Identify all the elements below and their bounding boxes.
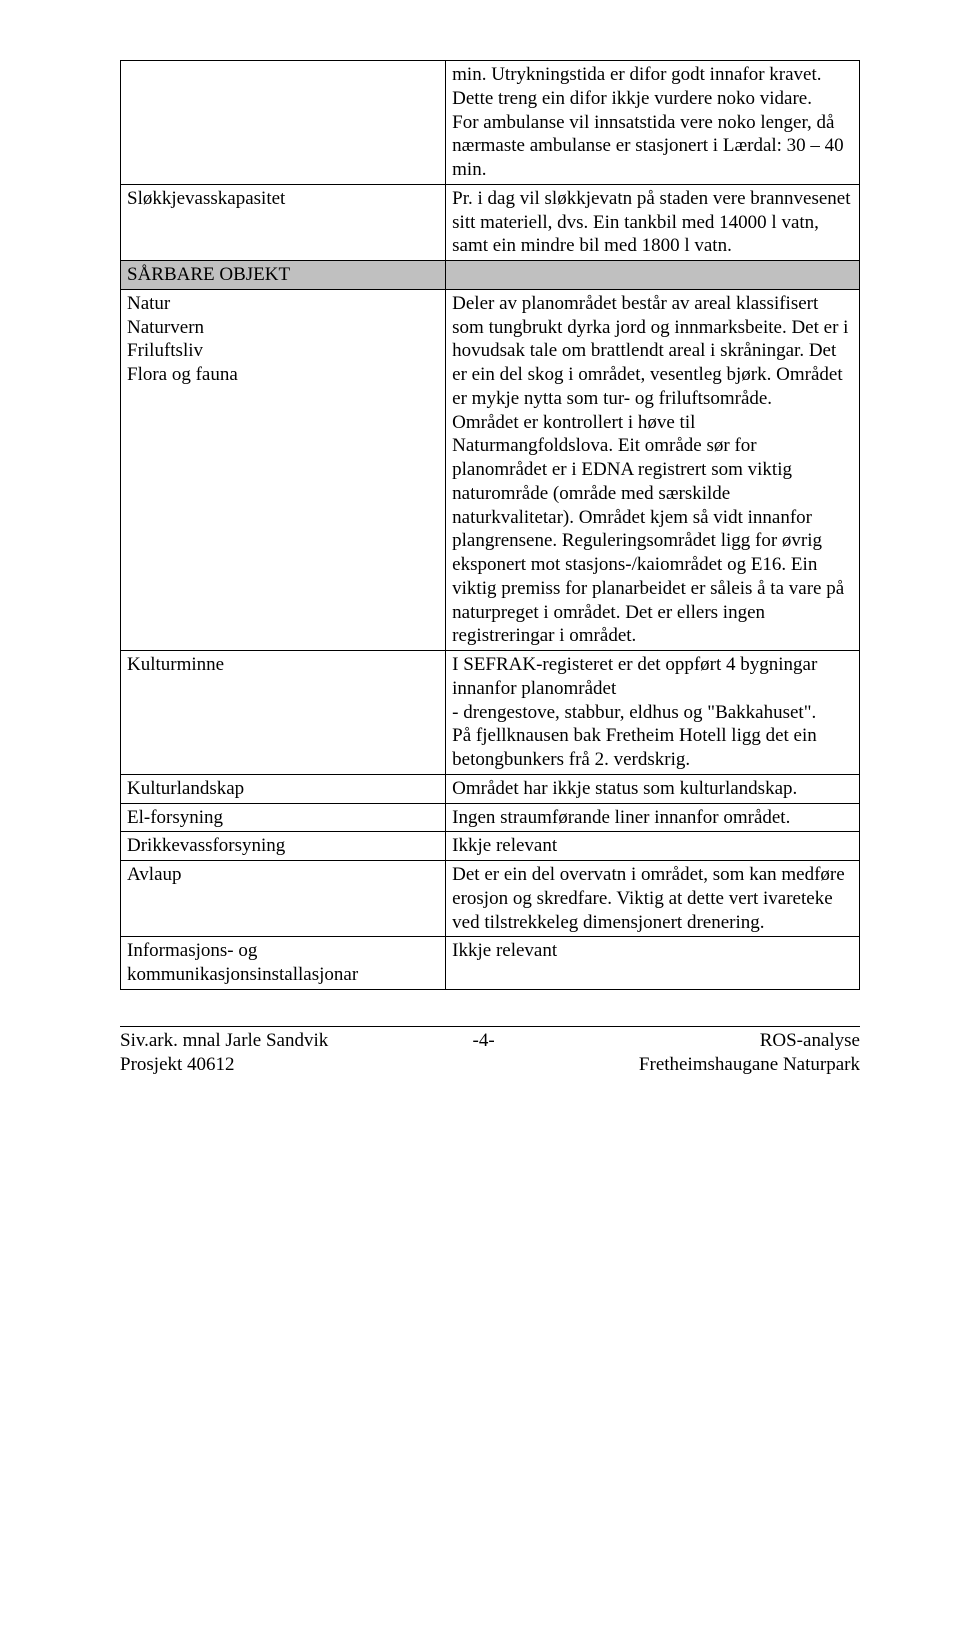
cell-left: NaturNaturvernFriluftslivFlora og fauna [121,289,446,650]
cell-left: Kulturlandskap [121,774,446,803]
table-row: min. Utrykningstida er difor godt innafo… [121,61,860,185]
table-row: Kulturminne I SEFRAK-registeret er det o… [121,651,860,775]
footer-right: ROS-analyse Fretheimshaugane Naturpark [639,1029,860,1077]
cell-right: Ikkje relevant [446,832,860,861]
cell-right: min. Utrykningstida er difor godt innafo… [446,61,860,185]
cell-left: Drikkevassforsyning [121,832,446,861]
table-row: El-forsyning Ingen straumførande liner i… [121,803,860,832]
cell-right: Det er ein del overvatn i området, som k… [446,861,860,937]
table-row: NaturNaturvernFriluftslivFlora og fauna … [121,289,860,650]
cell-right: I SEFRAK-registeret er det oppført 4 byg… [446,651,860,775]
table-row: Sløkkjevasskapasitet Pr. i dag vil sløkk… [121,184,860,260]
cell-left: El-forsyning [121,803,446,832]
table-row: Informasjons- og kommunikasjonsinstallas… [121,937,860,990]
cell-right: Ikkje relevant [446,937,860,990]
cell-right: Ingen straumførande liner innanfor områd… [446,803,860,832]
table-row: Avlaup Det er ein del overvatn i området… [121,861,860,937]
page-footer: Siv.ark. mnal Jarle Sandvik Prosjekt 406… [120,1026,860,1077]
footer-doc-title: Fretheimshaugane Naturpark [639,1053,860,1077]
section-header-empty [446,261,860,290]
cell-left: Avlaup [121,861,446,937]
footer-left: Siv.ark. mnal Jarle Sandvik Prosjekt 406… [120,1029,328,1077]
cell-right: Deler av planområdet består av areal kla… [446,289,860,650]
section-header-label: SÅRBARE OBJEKT [121,261,446,290]
footer-project: Prosjekt 40612 [120,1053,328,1077]
footer-author: Siv.ark. mnal Jarle Sandvik [120,1029,328,1053]
cell-left [121,61,446,185]
data-table: min. Utrykningstida er difor godt innafo… [120,60,860,990]
table-row: Drikkevassforsyning Ikkje relevant [121,832,860,861]
footer-page-number: -4- [473,1029,495,1077]
cell-left: Kulturminne [121,651,446,775]
cell-right: Området har ikkje status som kulturlands… [446,774,860,803]
section-header-row: SÅRBARE OBJEKT [121,261,860,290]
footer-doc-type: ROS-analyse [639,1029,860,1053]
cell-right: Pr. i dag vil sløkkjevatn på staden vere… [446,184,860,260]
cell-left: Sløkkjevasskapasitet [121,184,446,260]
table-row: Kulturlandskap Området har ikkje status … [121,774,860,803]
document-page: min. Utrykningstida er difor godt innafo… [0,0,960,1116]
cell-left: Informasjons- og kommunikasjonsinstallas… [121,937,446,990]
